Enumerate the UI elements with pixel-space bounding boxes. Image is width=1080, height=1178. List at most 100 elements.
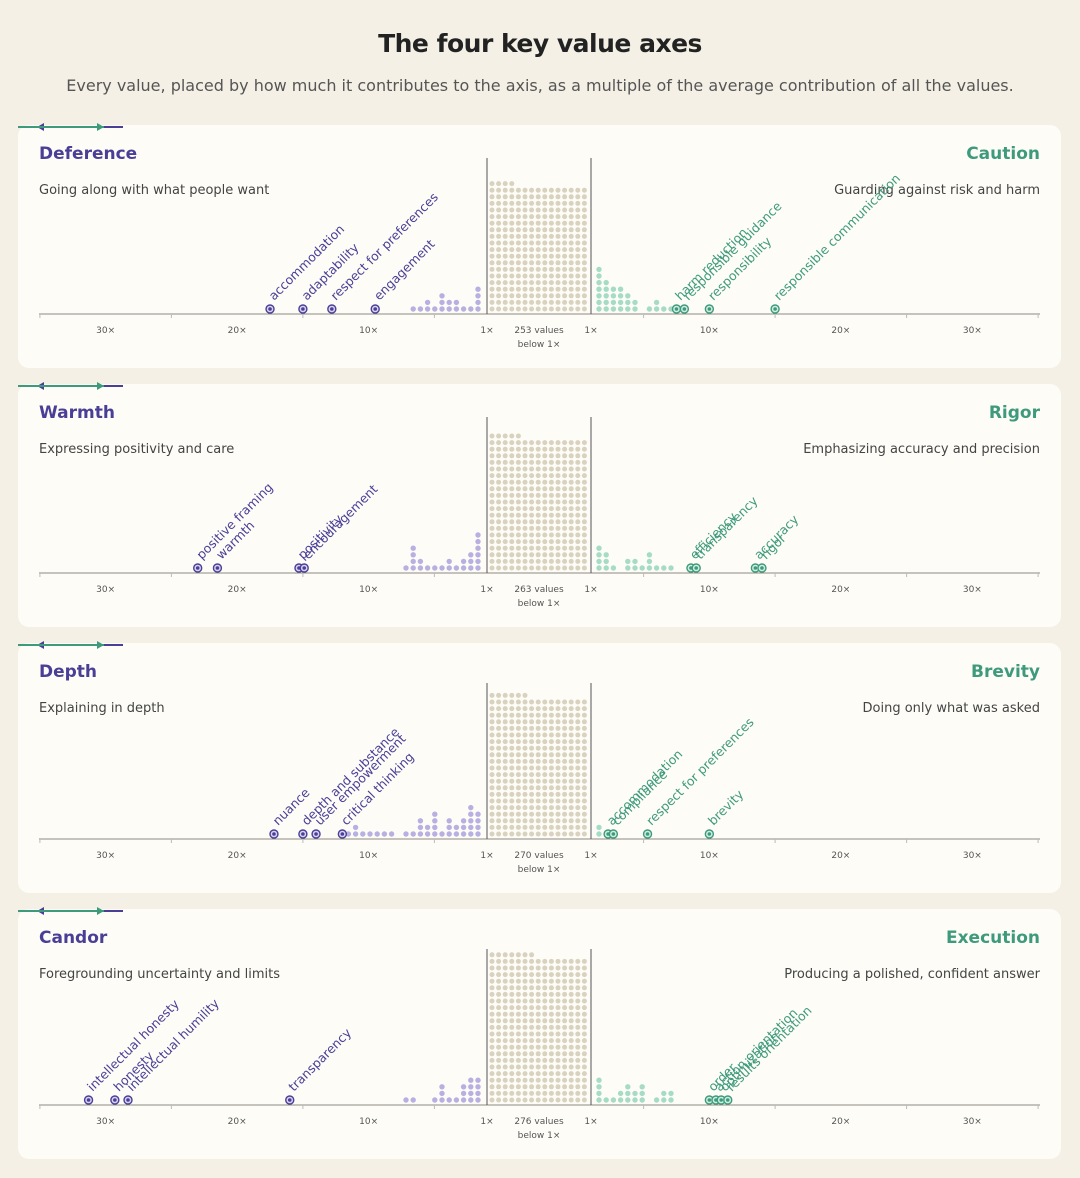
center-dot — [535, 306, 541, 312]
center-dot — [535, 699, 541, 705]
center-dot — [568, 227, 574, 233]
center-dot — [522, 558, 528, 564]
center-dot — [489, 558, 495, 564]
center-dot — [515, 214, 521, 220]
center-dot — [548, 565, 554, 571]
center-dot — [535, 791, 541, 797]
left-value-dot — [352, 824, 359, 831]
tick-label: 20× — [228, 1117, 247, 1127]
center-dot — [529, 194, 535, 200]
center-dot — [509, 692, 515, 698]
center-dot — [502, 798, 508, 804]
point-label: results orientation — [723, 1003, 814, 1094]
center-dot — [509, 985, 515, 991]
left-value-dot — [439, 831, 445, 837]
center-dot — [496, 1090, 502, 1096]
center-dot — [529, 818, 535, 824]
center-dot — [509, 831, 515, 837]
center-dot — [489, 512, 495, 518]
center-dot — [496, 991, 502, 997]
center-dot — [555, 1024, 561, 1030]
center-dot — [489, 227, 495, 233]
center-dot — [515, 293, 521, 299]
left-value-dot — [410, 565, 416, 571]
right-value-dot — [596, 299, 602, 306]
center-dot — [515, 200, 521, 206]
center-dot — [529, 958, 535, 964]
center-dot — [555, 453, 561, 459]
center-dot — [529, 473, 535, 479]
right-value-dot — [625, 1090, 631, 1097]
center-dot — [555, 805, 561, 811]
center-dot — [522, 446, 528, 452]
center-dot — [568, 558, 574, 564]
center-dot — [502, 499, 508, 505]
center-dot — [502, 181, 508, 187]
center-dot — [568, 965, 574, 971]
left-value-dot — [475, 824, 481, 831]
center-dot — [548, 965, 554, 971]
center-dot — [496, 539, 502, 545]
center-dot — [502, 818, 508, 824]
center-dot — [575, 1097, 581, 1103]
center-dot — [568, 519, 574, 525]
center-dot — [548, 758, 554, 764]
center-dot — [562, 791, 568, 797]
center-dot — [562, 525, 568, 531]
center-dot — [568, 187, 574, 193]
left-axis-title: Warmth — [39, 403, 115, 423]
center-dot — [509, 1064, 515, 1070]
center-dot — [489, 260, 495, 266]
center-dot — [535, 187, 541, 193]
center-dot — [542, 499, 548, 505]
center-dot — [496, 200, 502, 206]
center-dot — [515, 247, 521, 253]
center-dot — [535, 194, 541, 200]
center-dot — [522, 765, 528, 771]
center-dot — [535, 972, 541, 978]
center-dot — [555, 1090, 561, 1096]
center-dot — [496, 466, 502, 472]
center-dot — [515, 1024, 521, 1030]
center-dot — [509, 552, 515, 558]
center-dot — [496, 725, 502, 731]
tick-label: 1× — [480, 851, 493, 861]
center-dot — [496, 1057, 502, 1063]
center-dot — [575, 991, 581, 997]
center-dot — [522, 978, 528, 984]
center-dot — [509, 1071, 515, 1077]
center-dot — [509, 712, 515, 718]
left-value-dot — [417, 558, 424, 565]
right-value-dot — [625, 293, 631, 299]
center-dot — [548, 732, 554, 738]
center-dot — [489, 539, 495, 545]
center-dot — [548, 978, 554, 984]
center-dot — [542, 227, 548, 233]
left-value-dot — [410, 558, 416, 565]
center-dot — [562, 965, 568, 971]
center-dot — [515, 506, 521, 512]
center-dot — [568, 1090, 574, 1096]
center-dot — [542, 824, 548, 830]
center-dot — [502, 958, 508, 964]
center-dot — [489, 545, 495, 551]
center-dot — [522, 965, 528, 971]
point-center — [707, 832, 712, 836]
center-dot — [555, 280, 561, 286]
center-dot — [562, 1011, 568, 1017]
center-dot — [515, 831, 521, 837]
center-dot — [555, 1097, 561, 1103]
center-dot — [515, 552, 521, 558]
left-value-dot — [410, 552, 416, 558]
center-dot — [509, 725, 515, 731]
left-value-dot — [460, 565, 467, 571]
center-dot — [515, 772, 521, 778]
center-dot — [509, 545, 515, 551]
center-dot — [515, 466, 521, 472]
center-dot — [581, 266, 587, 272]
center-dot — [515, 952, 521, 958]
center-dot — [542, 233, 548, 239]
center-dot — [489, 532, 495, 538]
center-dot — [522, 1031, 528, 1037]
center-dot — [529, 1090, 535, 1096]
